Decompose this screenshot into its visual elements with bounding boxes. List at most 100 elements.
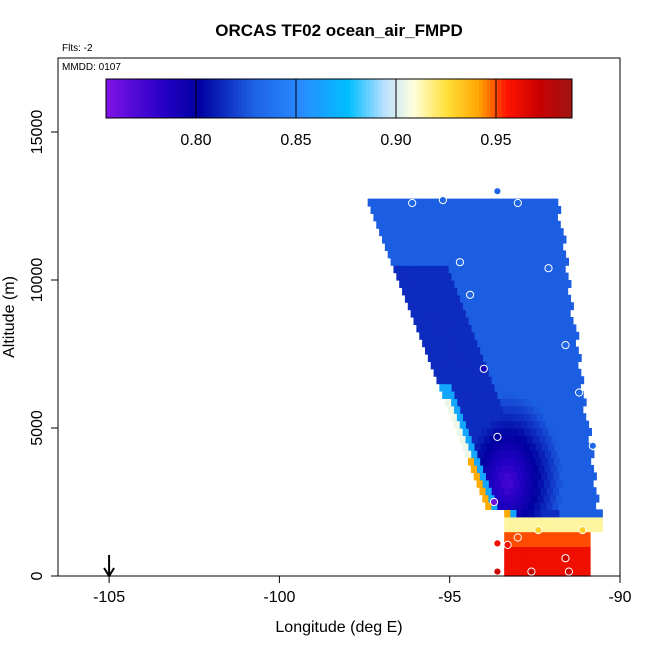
heatmap-cell xyxy=(490,309,498,318)
heatmap-cell xyxy=(517,317,525,325)
colorbar-segment xyxy=(307,79,313,118)
heatmap-cell xyxy=(486,442,494,451)
heatmap-cell xyxy=(535,331,543,340)
colorbar-segment xyxy=(272,79,278,118)
heatmap-cell xyxy=(486,235,493,244)
heatmap-cell xyxy=(567,398,575,407)
heatmap-cell xyxy=(581,450,589,459)
heatmap-cell xyxy=(439,272,446,281)
data-point xyxy=(479,364,488,373)
heatmap-cell xyxy=(554,331,561,340)
heatmap-cell xyxy=(480,206,488,214)
heatmap-cell xyxy=(428,198,436,207)
colorbar-segment xyxy=(292,79,297,118)
heatmap-cell xyxy=(470,257,478,266)
heatmap-cell xyxy=(506,398,514,407)
heatmap-cell xyxy=(519,257,527,266)
heatmap-cell xyxy=(537,368,545,377)
heatmap-cell xyxy=(390,257,398,266)
heatmap-cell xyxy=(563,324,571,333)
heatmap-cell xyxy=(551,324,558,333)
heatmap-cell xyxy=(436,265,444,274)
heatmap-cell xyxy=(411,280,419,288)
heatmap-cell xyxy=(541,250,548,259)
heatmap-cell xyxy=(577,376,585,385)
heatmap-cell xyxy=(531,494,539,503)
heatmap-cell xyxy=(546,487,554,496)
heatmap-cell xyxy=(540,561,548,570)
colorbar-segment xyxy=(408,79,414,118)
heatmap-cell xyxy=(386,198,393,207)
heatmap-cell xyxy=(465,198,473,207)
heatmap-cell xyxy=(473,361,481,370)
heatmap-cell xyxy=(394,220,402,229)
heatmap-cell xyxy=(442,265,450,274)
plot-frame xyxy=(57,57,621,577)
heatmap-cell xyxy=(455,361,462,370)
heatmap-cell xyxy=(488,257,496,266)
heatmap-cell xyxy=(584,457,592,466)
heatmap-cell xyxy=(472,294,480,303)
heatmap-cell xyxy=(503,265,511,274)
heatmap-cell xyxy=(529,457,536,466)
heatmap-cell xyxy=(550,450,558,459)
heatmap-cell xyxy=(556,368,563,377)
heatmap-cell xyxy=(503,502,511,510)
heatmap-cell xyxy=(493,428,501,436)
heatmap-cell xyxy=(536,317,543,325)
heatmap-cell xyxy=(554,206,562,214)
heatmap-cell xyxy=(543,494,551,503)
heatmap-cell xyxy=(526,228,533,237)
heatmap-cell xyxy=(555,272,563,281)
heatmap-cell xyxy=(540,524,548,533)
heatmap-cell xyxy=(563,435,571,444)
heatmap-cell xyxy=(482,479,490,488)
heatmap-cell xyxy=(528,487,536,496)
heatmap-cell xyxy=(531,368,539,377)
heatmap-cell xyxy=(571,487,579,496)
heatmap-cell xyxy=(550,339,558,348)
colorbar-segment xyxy=(350,79,356,118)
colorbar-segment xyxy=(288,79,293,118)
heatmap-cell xyxy=(571,546,579,555)
heatmap-cell xyxy=(552,265,560,274)
heatmap-cell xyxy=(464,228,472,237)
heatmap-cell xyxy=(526,450,534,459)
heatmap-cell xyxy=(496,294,504,303)
heatmap-cell xyxy=(412,235,420,244)
colorbar-segment xyxy=(540,79,546,118)
heatmap-cell xyxy=(415,228,423,237)
heatmap-cell xyxy=(547,561,554,570)
colorbar-segment xyxy=(537,79,542,118)
heatmap-cell xyxy=(437,331,445,340)
heatmap-cell xyxy=(549,257,557,266)
heatmap-cell xyxy=(590,509,597,518)
heatmap-cell xyxy=(525,272,532,281)
heatmap-cell xyxy=(523,442,531,451)
heatmap-cell xyxy=(495,228,503,237)
colorbar-segment xyxy=(548,79,554,118)
heatmap-cell xyxy=(547,516,554,525)
heatmap-cell xyxy=(534,568,542,577)
heatmap-cell xyxy=(516,568,524,577)
colorbar-segment xyxy=(505,79,511,118)
data-point xyxy=(493,539,502,548)
heatmap-cell xyxy=(528,546,536,555)
colorbar-segment xyxy=(195,79,200,118)
heatmap-cell xyxy=(547,524,554,533)
heatmap-cell xyxy=(518,398,526,407)
heatmap-cell xyxy=(545,198,553,207)
heatmap-cell xyxy=(581,435,589,444)
heatmap-cell xyxy=(381,235,389,244)
heatmap-cell xyxy=(433,257,441,266)
heatmap-cell xyxy=(577,553,585,562)
y-tick-label: 10000 xyxy=(29,258,46,303)
heatmap-cell xyxy=(483,450,491,459)
heatmap-cell xyxy=(568,465,576,473)
colorbar-segment xyxy=(494,79,499,118)
heatmap-cell xyxy=(450,317,458,325)
heatmap-cell xyxy=(516,516,524,525)
heatmap-cell xyxy=(485,472,493,481)
heatmap-cell xyxy=(560,331,567,340)
heatmap-cell xyxy=(574,368,582,377)
